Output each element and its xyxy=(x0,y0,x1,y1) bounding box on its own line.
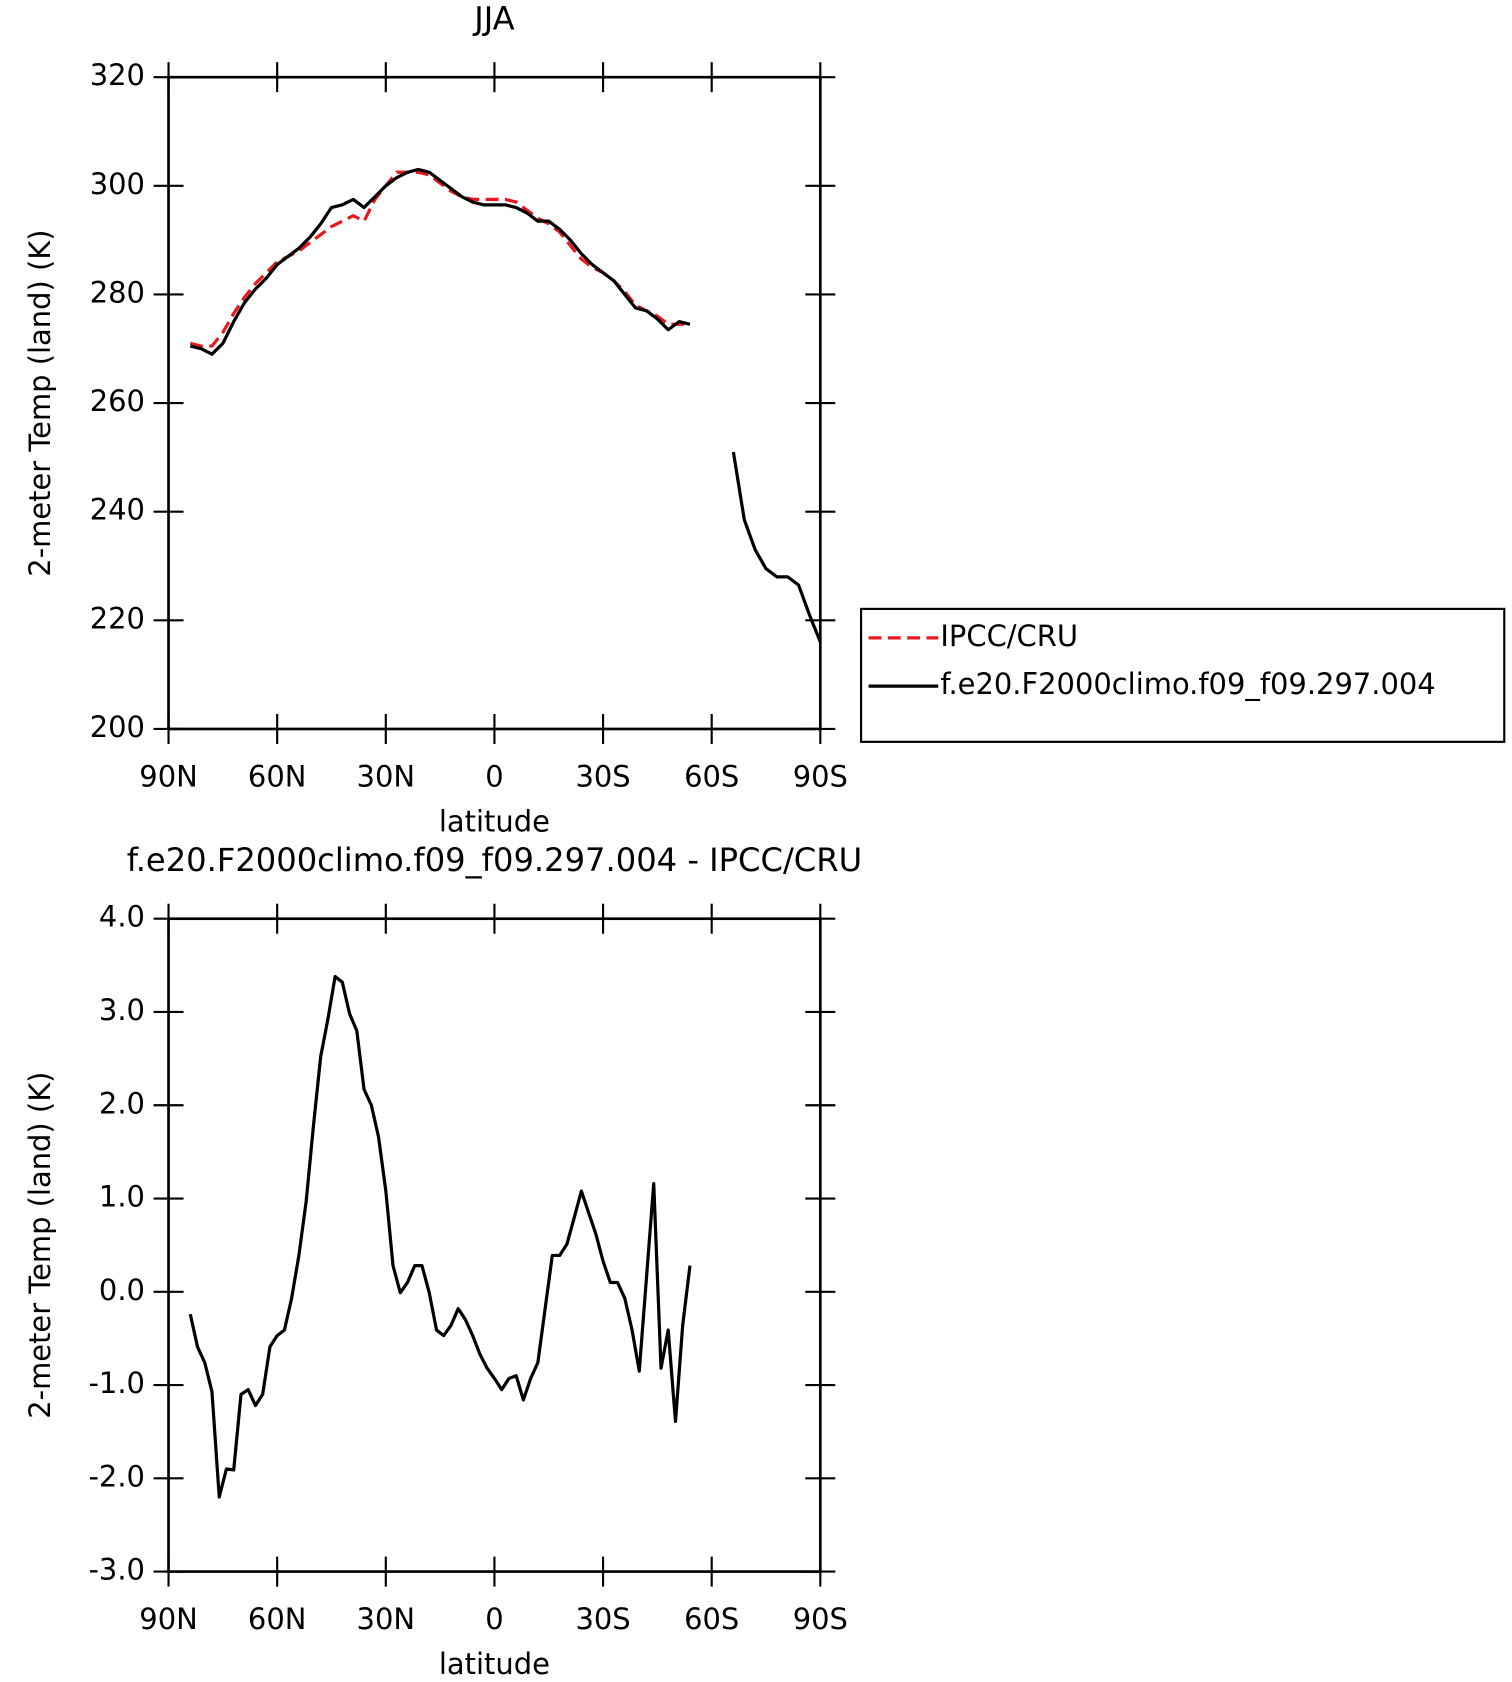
data-line xyxy=(189,170,690,348)
x-axis-label: latitude xyxy=(439,1647,550,1681)
plot-frame xyxy=(167,75,822,731)
y-tick-label: 3.0 xyxy=(99,993,145,1027)
chart-title: f.e20.F2000climo.f09_f09.297.004 - IPCC/… xyxy=(127,841,862,879)
y-tick-label: 0.0 xyxy=(99,1273,145,1307)
data-line xyxy=(188,974,692,1499)
y-tick-label: 320 xyxy=(90,58,145,92)
y-tick-label: 300 xyxy=(90,167,145,201)
chart-title: JJA xyxy=(472,0,514,37)
y-tick-label: 260 xyxy=(90,384,145,418)
y-tick-label: 4.0 xyxy=(99,900,145,934)
plot-frame xyxy=(167,917,822,1573)
y-tick-label: 280 xyxy=(90,275,145,309)
x-tick-label: 30N xyxy=(357,1602,415,1636)
legend-box xyxy=(859,607,1506,743)
y-tick-label: 200 xyxy=(90,710,145,744)
x-tick-label: 60N xyxy=(248,759,306,793)
x-tick-label: 90N xyxy=(139,1602,197,1636)
x-tick-label: 0 xyxy=(485,1602,503,1636)
y-tick-label: 240 xyxy=(90,493,145,527)
y-tick-label: 2.0 xyxy=(99,1086,145,1120)
y-tick-label: -1.0 xyxy=(88,1366,144,1400)
x-tick-label: 90S xyxy=(793,1602,848,1636)
y-tick-label: -2.0 xyxy=(88,1459,144,1493)
x-tick-label: 60S xyxy=(684,1602,739,1636)
x-tick-label: 30S xyxy=(575,1602,630,1636)
y-tick-label: 1.0 xyxy=(99,1180,145,1214)
data-line xyxy=(189,167,822,643)
legend-label: f.e20.F2000climo.f09_f09.297.004 xyxy=(940,667,1435,701)
x-tick-label: 30N xyxy=(357,759,415,793)
x-tick-label: 90S xyxy=(793,759,848,793)
x-tick-label: 0 xyxy=(485,759,503,793)
x-tick-label: 90N xyxy=(139,759,197,793)
y-axis-label: 2-meter Temp (land) (K) xyxy=(23,229,57,576)
y-tick-label: 220 xyxy=(90,601,145,635)
x-axis-label: latitude xyxy=(439,804,550,838)
x-tick-label: 30S xyxy=(575,759,630,793)
x-tick-label: 60S xyxy=(684,759,739,793)
x-tick-label: 60N xyxy=(248,1602,306,1636)
y-axis-label: 2-meter Temp (land) (K) xyxy=(23,1072,57,1419)
legend-label: IPCC/CRU xyxy=(940,619,1078,653)
y-tick-label: -3.0 xyxy=(88,1553,144,1587)
